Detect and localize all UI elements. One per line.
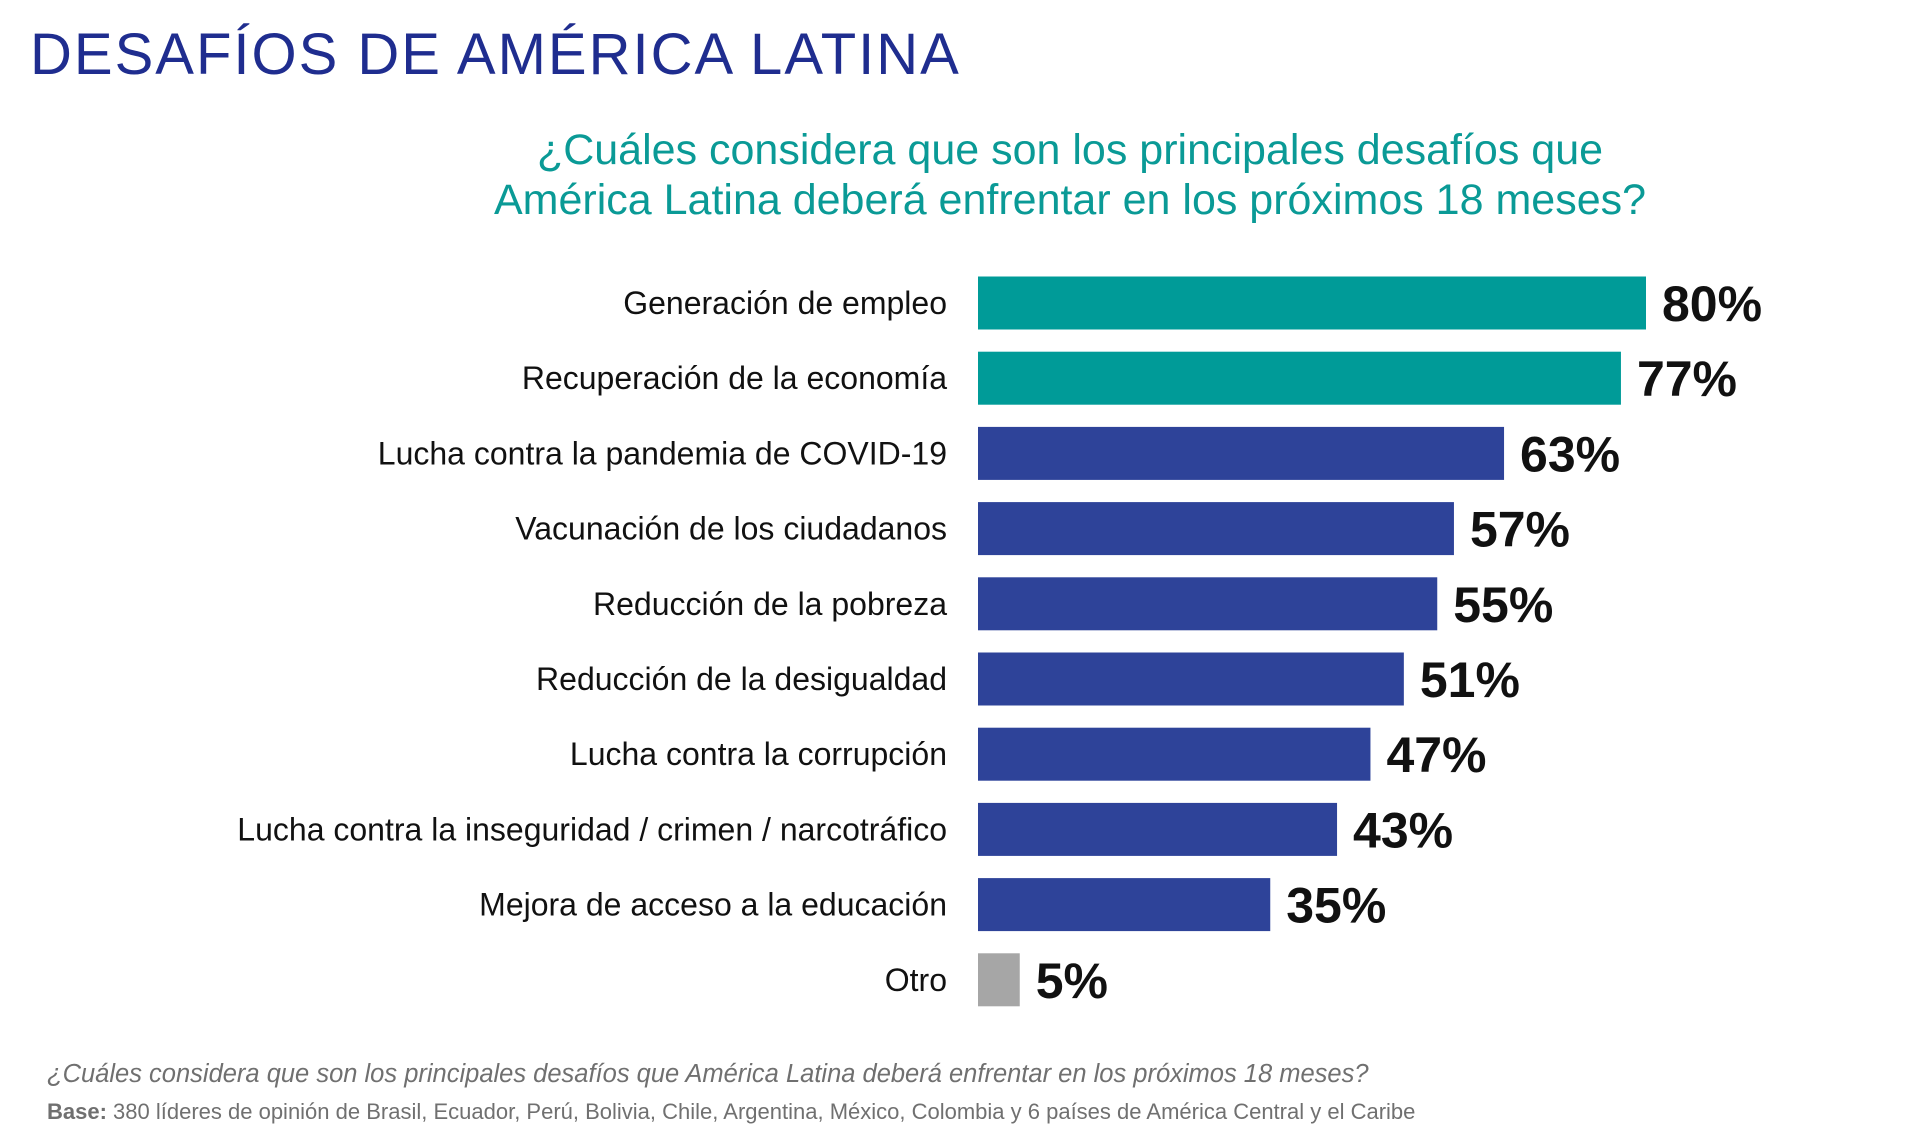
value-label: 35% xyxy=(1286,878,1386,934)
footnote-question: ¿Cuáles considera que son los principale… xyxy=(47,1060,1369,1088)
question-line-2: América Latina deberá enfrentar en los p… xyxy=(493,176,1647,224)
value-label: 63% xyxy=(1520,426,1620,482)
value-label: 43% xyxy=(1353,802,1453,858)
bar xyxy=(978,577,1438,631)
bar xyxy=(978,276,1646,330)
category-label: Generación de empleo xyxy=(623,285,947,321)
bar xyxy=(978,652,1404,706)
chart-question: ¿Cuáles considera que son los principale… xyxy=(420,125,1720,225)
category-label: Mejora de acceso a la educación xyxy=(479,887,947,923)
category-label: Otro xyxy=(885,962,947,998)
footnote-base: Base: 380 líderes de opinión de Brasil, … xyxy=(47,1101,1415,1123)
value-label: 80% xyxy=(1662,276,1762,332)
category-label: Lucha contra la pandemia de COVID-19 xyxy=(378,435,947,471)
category-label: Lucha contra la corrupción xyxy=(570,736,947,772)
bar xyxy=(978,953,1020,1007)
category-label: Recuperación de la economía xyxy=(522,360,947,396)
bar xyxy=(978,426,1505,480)
question-line-1: ¿Cuáles considera que son los principale… xyxy=(536,126,1604,174)
bar xyxy=(978,878,1271,932)
bar xyxy=(978,502,1454,556)
value-label: 57% xyxy=(1470,502,1570,558)
category-label: Reducción de la pobreza xyxy=(593,586,947,622)
value-label: 77% xyxy=(1637,351,1737,407)
category-label: Lucha contra la inseguridad / crimen / n… xyxy=(237,811,947,847)
page-title: DESAFÍOS DE AMÉRICA LATINA xyxy=(30,22,961,87)
bar xyxy=(978,802,1338,856)
bar xyxy=(978,727,1371,781)
base-text: 380 líderes de opinión de Brasil, Ecuado… xyxy=(106,1099,1416,1124)
bar-chart: Generación de empleo 80% Recuperación de l… xyxy=(237,276,1762,1009)
value-label: 47% xyxy=(1386,727,1486,783)
bar xyxy=(978,351,1621,405)
category-label: Reducción de la desigualdad xyxy=(536,661,947,697)
value-label: 55% xyxy=(1453,577,1553,633)
value-label: 51% xyxy=(1420,652,1520,708)
category-label: Vacunación de los ciudadanos xyxy=(515,511,947,547)
base-label: Base: xyxy=(47,1099,107,1124)
value-label: 5% xyxy=(1036,953,1108,1009)
